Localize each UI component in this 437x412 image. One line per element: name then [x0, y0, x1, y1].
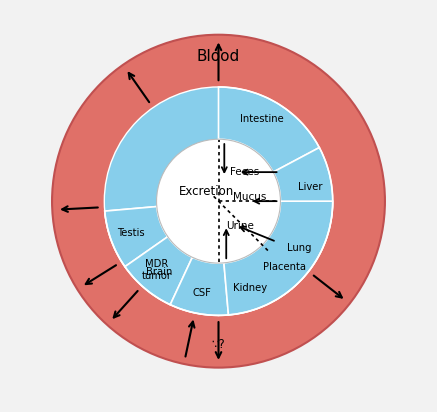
Text: Liver: Liver	[298, 182, 323, 192]
Text: ∵?: ∵?	[212, 338, 225, 351]
Polygon shape	[273, 147, 333, 221]
Circle shape	[52, 35, 385, 368]
Polygon shape	[218, 87, 319, 172]
Text: Excretion: Excretion	[179, 185, 235, 198]
Circle shape	[156, 139, 281, 263]
Polygon shape	[218, 248, 292, 315]
Text: Kidney: Kidney	[233, 283, 267, 293]
Text: Urine: Urine	[226, 221, 254, 231]
Text: Feces: Feces	[230, 167, 260, 177]
Circle shape	[104, 87, 333, 315]
Polygon shape	[105, 206, 168, 267]
Text: Mucus: Mucus	[233, 192, 267, 202]
Polygon shape	[258, 212, 331, 289]
Polygon shape	[170, 257, 229, 315]
Polygon shape	[125, 236, 192, 304]
Text: Testis: Testis	[118, 228, 145, 238]
Polygon shape	[105, 206, 218, 315]
Text: Blood: Blood	[197, 49, 240, 63]
Text: CSF: CSF	[193, 288, 212, 297]
Text: Placenta: Placenta	[263, 262, 306, 272]
Text: Intestine: Intestine	[240, 114, 284, 124]
Text: Lung: Lung	[287, 243, 311, 253]
Polygon shape	[224, 201, 333, 315]
Text: MDR
tumor: MDR tumor	[141, 260, 171, 281]
Text: Brain: Brain	[146, 267, 172, 277]
